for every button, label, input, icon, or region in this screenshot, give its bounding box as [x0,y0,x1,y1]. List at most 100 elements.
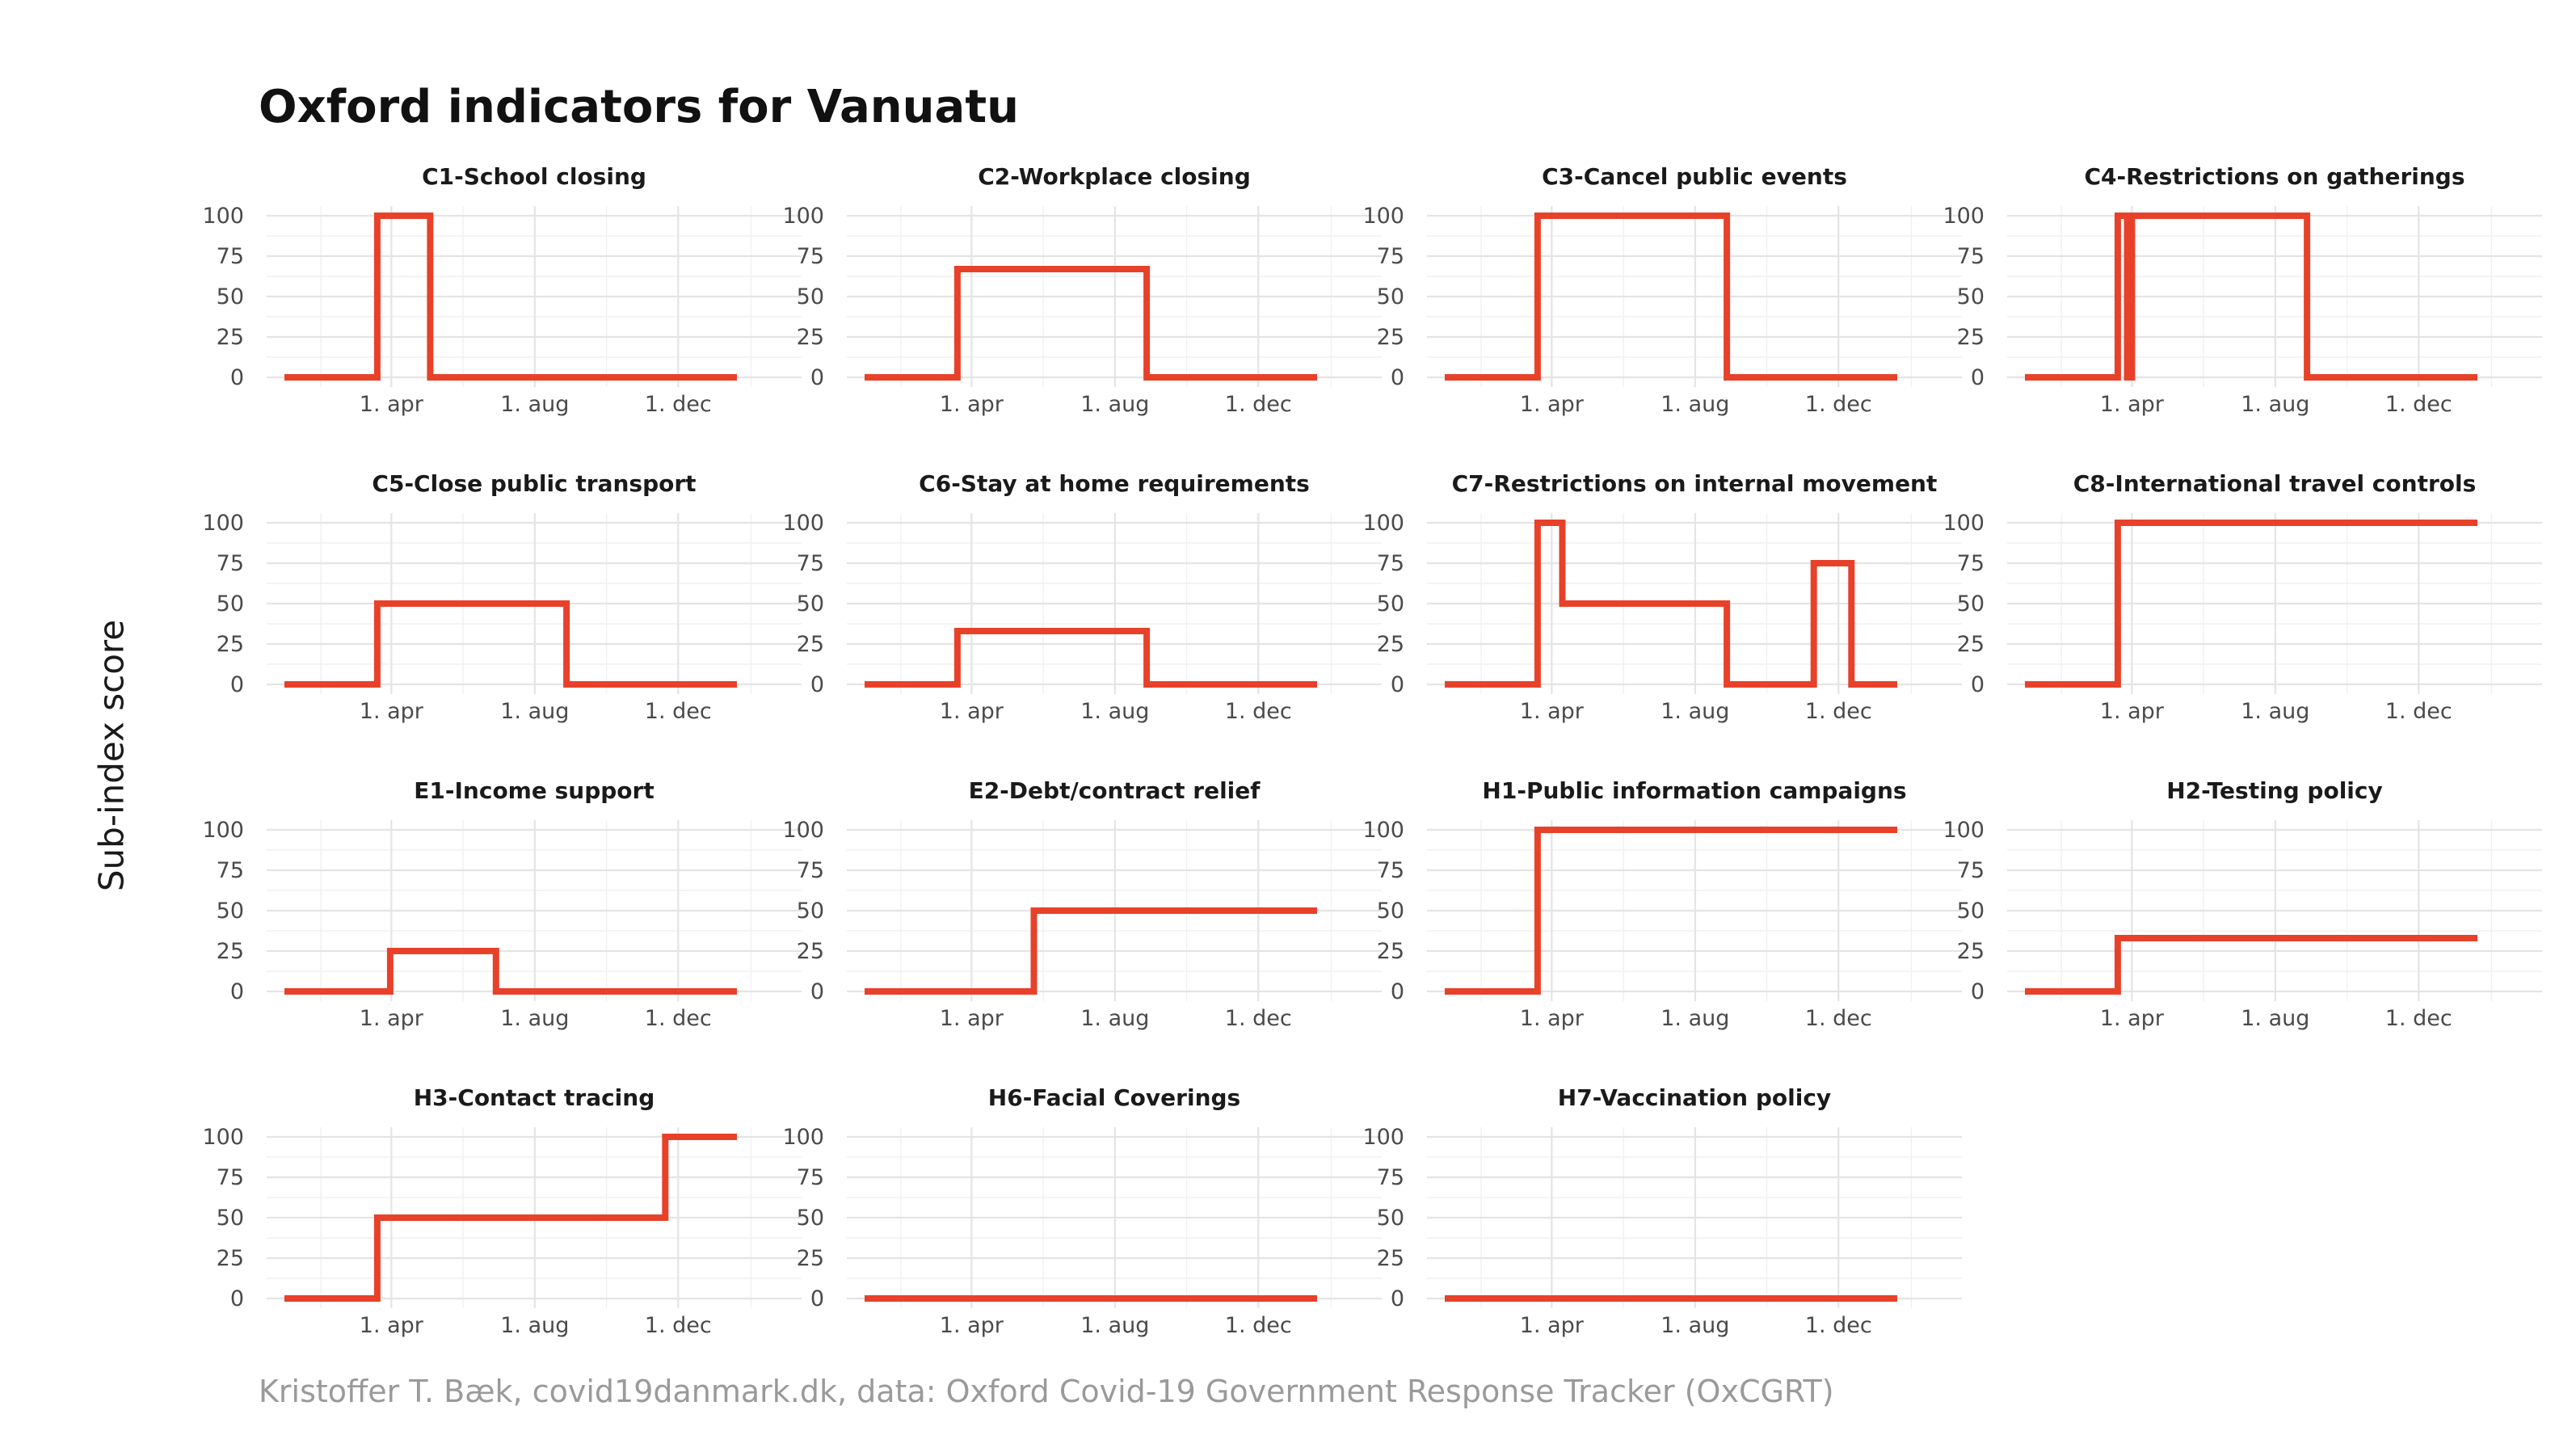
x-tick-label: 1. dec [1225,1006,1292,1031]
series-line [284,213,737,381]
y-tick-label: 50 [797,284,824,309]
y-tick-label: 100 [1943,204,1985,229]
y-tick-label: 50 [217,591,244,617]
x-tick-label: 1. aug [500,1006,569,1031]
y-tick-label: 75 [1377,1165,1404,1190]
y-tick-label: 50 [1377,284,1404,309]
y-tick-label: 100 [1362,818,1404,843]
y-tick-label: 0 [810,365,824,390]
facet-panel: 0 25 50 75 100 1. apr 1. aug 1. dec C8-Internati… [1943,470,2542,724]
y-tick-label: 25 [1377,325,1404,350]
facet-panel: 0 25 50 75 100 1. apr 1. aug 1. dec H6-Facial Co… [782,1084,1382,1338]
x-tick-label: 1. aug [2241,1006,2309,1031]
x-tick-label: 1. apr [1520,392,1585,417]
facet-panel: 0 25 50 75 100 1. apr 1. aug 1. dec H3-Contact t… [202,1084,802,1338]
series-line [865,907,1317,995]
y-tick-label: 75 [797,551,824,576]
y-tick-label: 0 [230,979,244,1004]
y-tick-label: 50 [217,1206,244,1231]
facet-panel: 0 25 50 75 100 1. apr 1. aug 1. dec E1-Income su… [202,777,802,1031]
x-tick-label: 1. aug [2241,699,2309,724]
y-tick-label: 50 [1377,899,1404,924]
series-line [1445,520,1897,688]
y-tick-label: 0 [1971,365,1985,390]
y-tick-label: 25 [1957,325,1985,350]
x-tick-label: 1. dec [645,699,712,724]
y-tick-label: 75 [1957,858,1985,883]
y-tick-label: 75 [217,551,244,576]
y-tick-label: 25 [1377,939,1404,964]
x-tick-label: 1. dec [1805,699,1872,724]
y-tick-label: 75 [1957,551,1985,576]
y-tick-label: 25 [217,632,244,657]
caption: Kristoffer T. Bæk, covid19danmark.dk, da… [259,1374,1834,1409]
x-tick-label: 1. dec [645,1313,712,1338]
y-tick-label: 100 [202,1125,244,1150]
y-tick-label: 25 [1957,939,1985,964]
series-line [865,628,1317,688]
y-tick-label: 50 [1957,591,1985,617]
y-tick-label: 0 [230,672,244,697]
y-tick-label: 100 [1943,818,1985,843]
y-tick-label: 0 [810,1286,824,1311]
series-line [2025,520,2477,688]
x-tick-label: 1. apr [360,699,424,724]
x-tick-label: 1. aug [1080,1313,1149,1338]
x-tick-label: 1. apr [2100,699,2165,724]
facet-panel: 0 25 50 75 100 1. apr 1. aug 1. dec H2-Testing p… [1943,777,2542,1031]
y-tick-label: 50 [1377,1206,1404,1231]
y-tick-label: 25 [1377,1246,1404,1271]
x-tick-label: 1. aug [500,1313,569,1338]
y-tick-label: 75 [1377,244,1404,269]
y-tick-label: 50 [217,284,244,309]
x-tick-label: 1. aug [1661,1313,1729,1338]
facet-title: C5-Close public transport [372,470,696,497]
x-tick-label: 1. dec [2385,1006,2452,1031]
facet-panel: 0 25 50 75 100 1. apr 1. aug 1. dec C1-School cl… [202,163,802,417]
x-tick-label: 1. apr [940,1313,1004,1338]
facet-title: C3-Cancel public events [1542,163,1847,190]
y-tick-label: 0 [1391,1286,1404,1311]
facet-title: C8-International travel controls [2073,470,2477,497]
y-tick-label: 50 [217,899,244,924]
y-tick-label: 50 [797,591,824,617]
y-tick-label: 25 [797,632,824,657]
y-tick-label: 100 [1362,204,1404,229]
facet-panel: 0 25 50 75 100 1. apr 1. aug 1. dec C2-Workplace… [782,163,1382,417]
facet-panel: 0 25 50 75 100 1. apr 1. aug 1. dec C4-Restricti… [1943,163,2542,417]
y-tick-label: 25 [217,1246,244,1271]
y-tick-label: 100 [782,204,824,229]
series-line [2025,935,2477,995]
x-tick-label: 1. dec [1225,699,1292,724]
y-tick-label: 50 [1957,284,1985,309]
y-tick-label: 50 [1377,591,1404,617]
series-line [284,1134,737,1302]
facet-panel: 0 25 50 75 100 1. apr 1. aug 1. dec H7-Vaccinati… [1362,1084,1962,1338]
x-tick-label: 1. dec [1805,1006,1872,1031]
facet-title: H3-Contact tracing [414,1084,655,1111]
x-tick-label: 1. dec [1805,392,1872,417]
x-tick-label: 1. apr [940,392,1004,417]
y-tick-label: 0 [1971,672,1985,697]
y-tick-label: 25 [797,1246,824,1271]
y-tick-label: 100 [1362,1125,1404,1150]
x-tick-label: 1. dec [1225,392,1292,417]
x-tick-label: 1. aug [2241,392,2309,417]
y-tick-label: 25 [1957,632,1985,657]
y-tick-label: 75 [217,244,244,269]
x-tick-label: 1. aug [1080,699,1149,724]
y-tick-label: 50 [797,1206,824,1231]
y-tick-label: 100 [1362,511,1404,536]
x-tick-label: 1. apr [1520,699,1585,724]
facet-title: C7-Restrictions on internal movement [1452,470,1938,497]
series-line [1445,827,1897,995]
y-tick-label: 0 [1391,672,1404,697]
y-tick-label: 0 [810,979,824,1004]
y-tick-label: 100 [782,1125,824,1150]
x-tick-label: 1. apr [2100,392,2165,417]
x-tick-label: 1. aug [500,392,569,417]
y-tick-label: 25 [217,939,244,964]
y-tick-label: 25 [797,325,824,350]
y-tick-label: 75 [217,858,244,883]
y-tick-label: 75 [797,244,824,269]
